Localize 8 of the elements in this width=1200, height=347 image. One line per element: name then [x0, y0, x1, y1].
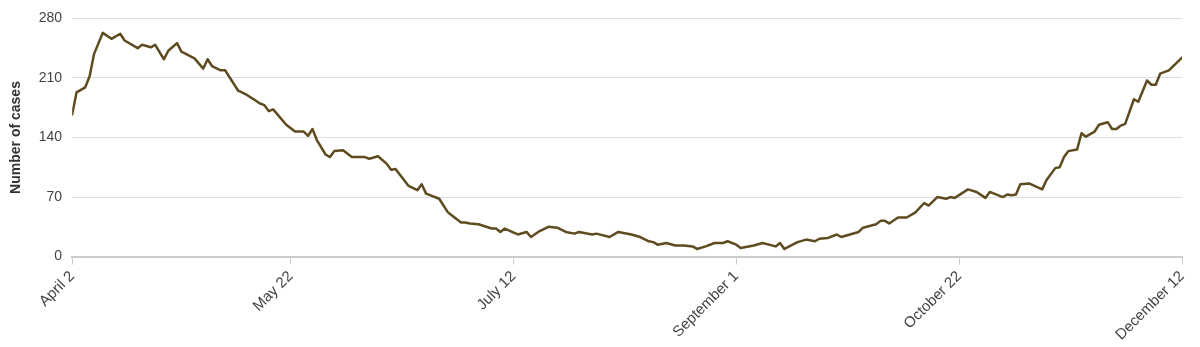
y-tick-label: 280: [38, 9, 63, 26]
y-tick-label: 140: [38, 128, 63, 145]
x-tick-label: July 12: [472, 266, 519, 313]
y-tick-label: 70: [46, 187, 63, 204]
y-tick-label: 210: [38, 68, 63, 85]
y-tick-label: 0: [54, 247, 63, 264]
x-tick-label: May 22: [248, 266, 296, 314]
y-axis-title: Number of cases: [7, 80, 24, 194]
